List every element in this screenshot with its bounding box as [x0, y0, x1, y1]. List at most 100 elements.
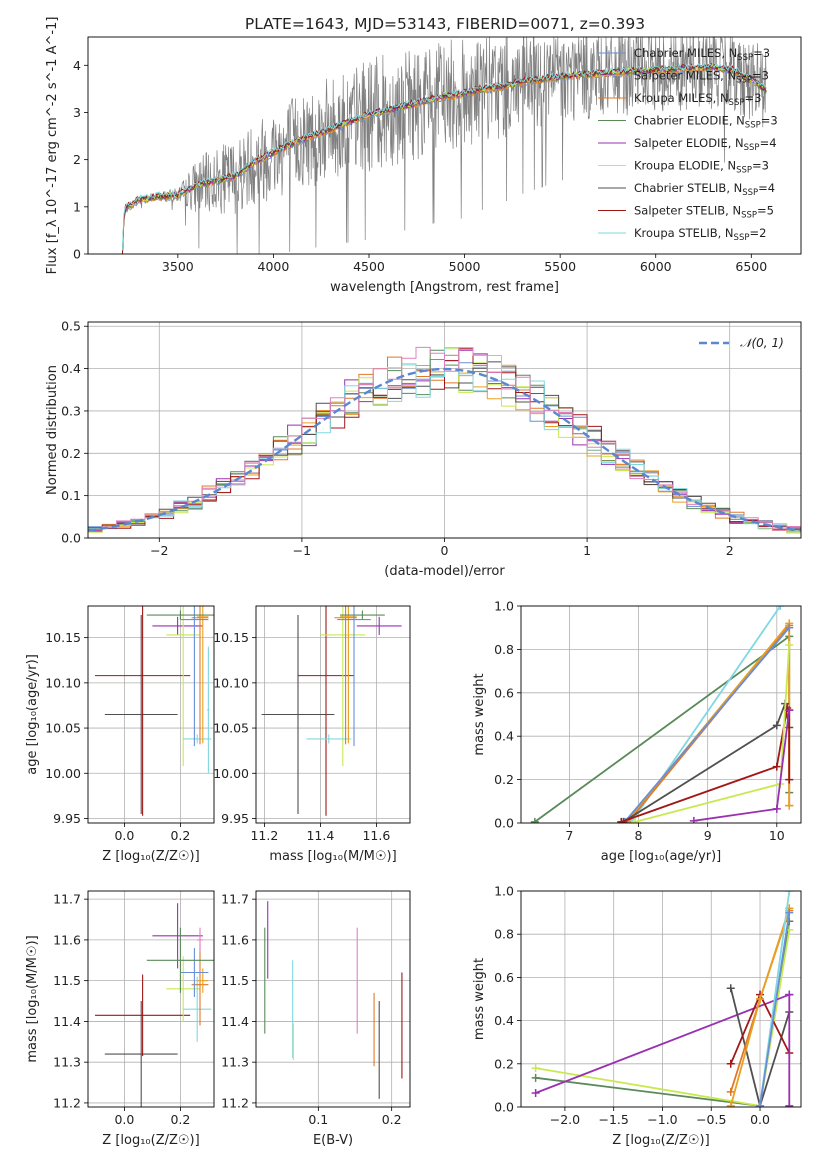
plus-marker — [531, 1088, 540, 1097]
plus-marker — [726, 1101, 735, 1107]
y-axis-label: mass [log₁₀(M/M☉)] — [25, 935, 40, 1062]
plot-area — [95, 606, 214, 816]
histogram-step-line — [88, 346, 801, 531]
error-bar-point — [183, 976, 212, 1042]
legend-label: Salpeter MILES, NSSP=3 — [634, 69, 769, 86]
legend-label: Salpeter ELODIE, NSSP=4 — [634, 136, 777, 153]
plus-marker — [772, 804, 781, 813]
legend-label: Kroupa STELIB, NSSP=2 — [634, 226, 766, 243]
model-spectrum-line — [121, 63, 767, 252]
error-bar-point — [207, 646, 210, 774]
weight-series — [756, 908, 794, 1107]
plus-marker — [785, 641, 794, 650]
legend-label: Salpeter STELIB, NSSP=5 — [634, 204, 774, 221]
weight-line — [535, 993, 790, 1094]
x-tick-label: 0.0 — [114, 828, 134, 843]
x-tick-label: 2 — [726, 543, 734, 558]
y-tick-label: 0.0 — [61, 531, 81, 546]
plot-area — [531, 891, 794, 1107]
y-tick-label: 0.3 — [61, 403, 81, 418]
error-bar-point — [95, 606, 191, 816]
y-tick-label: 11.2 — [221, 1095, 249, 1110]
legend-label: Chabrier ELODIE, NSSP=3 — [634, 114, 778, 131]
x-axis-label: Z [log₁₀(Z/Z☉)] — [102, 849, 199, 864]
x-tick-label: 4000 — [258, 259, 290, 274]
axes-frame — [255, 890, 411, 1108]
spectrum-panel: 3500 4000 4500 5000 5500 6000 6500 0 1 2 3 4 wavelen… — [45, 17, 802, 295]
error-bar-point — [180, 948, 209, 997]
x-tick-label: 10 — [769, 828, 785, 843]
plus-marker — [785, 706, 794, 715]
age-vs-Z-panel: 0.0 0.2 9.95 10.00 10.05 10.10 10.15 Z [log₁₀(Z… — [25, 605, 215, 864]
y-tick-label: 10.00 — [213, 766, 249, 781]
x-tick-label: 6500 — [735, 259, 767, 274]
plot-area — [261, 606, 402, 816]
y-tick-label: 1.0 — [494, 599, 514, 614]
error-bar-point — [306, 734, 352, 744]
plus-marker — [689, 816, 698, 823]
x-tick-label: 0.2 — [170, 828, 190, 843]
x-tick-label: 11.4 — [306, 828, 334, 843]
y-tick-label: 3 — [73, 105, 81, 120]
plus-marker — [785, 908, 794, 917]
legend-label: Chabrier STELIB, NSSP=4 — [634, 181, 775, 198]
residuals-panel: −2 −1 0 1 2 0.0 0.1 0.2 0.3 0.4 0.5 (data-model)/er… — [45, 319, 802, 579]
y-tick-label: 11.4 — [53, 1014, 81, 1029]
y-tick-label: 11.7 — [221, 892, 249, 907]
plus-marker — [531, 1064, 540, 1073]
axes-frame — [255, 605, 411, 824]
axes-frame — [87, 605, 215, 824]
error-bar-point — [146, 927, 214, 993]
y-tick-label: 9.95 — [221, 811, 249, 826]
y-tick-label: 0.4 — [494, 1013, 514, 1028]
x-tick-label: 0.0 — [750, 1112, 770, 1127]
model-spectrum-line — [121, 62, 767, 251]
x-tick-label: −0.5 — [696, 1112, 726, 1127]
x-tick-label: −1 — [293, 543, 311, 558]
plus-marker — [756, 995, 765, 1003]
x-tick-label: 9 — [704, 828, 712, 843]
y-axis-label: age [log₁₀(age/yr)] — [25, 654, 40, 775]
y-tick-label: 1.0 — [494, 884, 514, 899]
error-bar-point — [104, 1001, 178, 1107]
legend-label: Kroupa MILES, NSSP=3 — [634, 91, 761, 108]
x-axis-label: age [log₁₀(age/yr)] — [601, 849, 722, 864]
y-tick-label: 0.8 — [494, 642, 514, 657]
plot-area — [530, 606, 794, 823]
error-bar-point — [183, 734, 212, 744]
x-tick-label: 0.2 — [382, 1112, 402, 1127]
plus-marker — [785, 990, 794, 999]
error-bar-point — [104, 615, 178, 814]
y-tick-label: 0.2 — [61, 446, 81, 461]
gaussian-reference-line — [88, 367, 801, 532]
axes-frame — [520, 605, 802, 824]
error-bar-point — [298, 606, 354, 816]
error-bar-point — [180, 606, 209, 747]
plus-marker — [785, 623, 794, 632]
weight-line — [622, 700, 791, 823]
x-tick-label: 7 — [565, 828, 573, 843]
y-tick-label: 11.6 — [53, 932, 81, 947]
y-tick-label: 11.4 — [221, 1014, 249, 1029]
plus-marker — [531, 1073, 540, 1082]
plus-marker — [785, 1101, 794, 1107]
error-bar-point — [334, 606, 357, 745]
y-tick-label: 11.7 — [53, 892, 81, 907]
y-tick-label: 0.6 — [494, 685, 514, 700]
legend-label: Chabrier MILES, NSSP=3 — [634, 46, 770, 63]
x-tick-label: 0.2 — [170, 1112, 190, 1127]
axes-frame — [520, 890, 802, 1108]
x-tick-label: 5000 — [449, 259, 481, 274]
mass-vs-EBV-panel: 0.1 0.2 11.2 11.3 11.4 11.5 11.6 11.7 E(B-V) — [221, 890, 411, 1148]
weight-line — [624, 627, 790, 823]
legend-label: Kroupa ELODIE, NSSP=3 — [634, 159, 769, 176]
x-axis-label: wavelength [Angstrom, rest frame] — [330, 280, 559, 295]
y-tick-label: 11.3 — [53, 1055, 81, 1070]
y-tick-label: 0.1 — [61, 488, 81, 503]
error-bar-point — [320, 606, 366, 767]
weight-series — [785, 990, 794, 1107]
x-tick-label: 11.2 — [250, 828, 278, 843]
y-tick-label: 10.10 — [213, 675, 249, 690]
plus-marker — [631, 817, 640, 823]
